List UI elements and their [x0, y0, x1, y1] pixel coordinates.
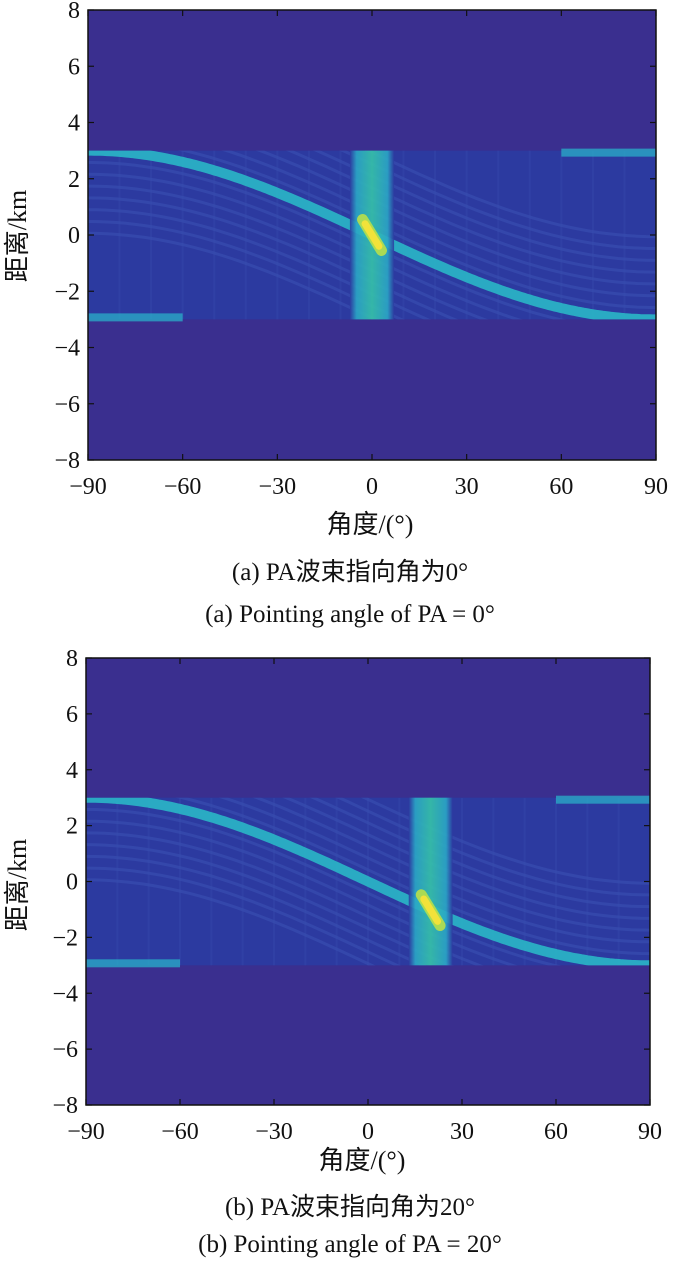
x-tick-label-a-6: 90 — [644, 474, 668, 500]
y-tick-label-a-7: −6 — [54, 392, 80, 418]
x-tick-label-b-3: 0 — [362, 1119, 374, 1145]
y-tick-label-b-2: 4 — [66, 758, 78, 784]
x-axis-label-b: 角度/(°) — [319, 1146, 406, 1175]
x-tick-label-a-2: −30 — [259, 474, 297, 500]
y-tick-label-b-3: 2 — [66, 814, 78, 840]
x-tick-label-b-1: −60 — [161, 1119, 199, 1145]
x-tick-label-b-6: 90 — [638, 1119, 662, 1145]
x-tick-label-b-2: −30 — [255, 1119, 293, 1145]
y-tick-label-a-2: 4 — [68, 111, 80, 137]
y-tick-label-b-0: 8 — [66, 646, 78, 672]
y-tick-label-b-4: 0 — [66, 870, 78, 896]
y-tick-label-a-1: 6 — [68, 54, 80, 80]
y-tick-label-a-6: −4 — [54, 336, 80, 362]
x-tick-label-b-5: 60 — [544, 1119, 568, 1145]
x-tick-label-a-3: 0 — [366, 474, 378, 500]
caption-cn-a: (a) PA波束指向角为0° — [231, 559, 469, 586]
heatmap-chart-b: −90 −60 −30 0 30 60 90 8 6 4 2 0 −2 −4 −6 −8 角度/(°) 距离/… — [3, 646, 662, 1175]
y-tick-label-b-7: −6 — [52, 1037, 78, 1063]
edge-trace-bottom-a — [88, 313, 183, 322]
y-tick-label-a-5: −2 — [54, 279, 80, 305]
edge-trace-top-a — [561, 148, 656, 157]
caption-en-a: (a) Pointing angle of PA = 0° — [205, 601, 495, 628]
y-tick-label-a-3: 2 — [68, 167, 80, 193]
axes-b: −90 −60 −30 0 30 60 90 8 6 4 2 0 −2 −4 −6 −8 — [52, 646, 662, 1145]
x-tick-label-b-4: 30 — [450, 1119, 474, 1145]
x-tick-label-a-1: −60 — [164, 474, 202, 500]
edge-trace-bottom-b — [86, 959, 180, 968]
y-tick-label-b-8: −8 — [52, 1093, 78, 1119]
plot-area-a — [88, 10, 656, 460]
caption-cn-b: (b) PA波束指向角为20° — [224, 1194, 476, 1221]
y-axis-label-b: 距离/km — [3, 839, 32, 931]
chart-panel-b: −90 −60 −30 0 30 60 90 8 6 4 2 0 −2 −4 −6 −8 角度/(°) 距离/… — [0, 637, 700, 1274]
pointing-beam-b — [408, 797, 453, 966]
y-tick-label-b-5: −2 — [52, 925, 78, 951]
x-tick-label-a-0: −90 — [69, 474, 107, 500]
y-axis-label-a: 距离/km — [3, 190, 32, 282]
axes-a: −90 −60 −30 0 30 60 90 8 6 4 2 0 −2 −4 −6 −8 — [54, 0, 668, 500]
main-ridge-b — [86, 797, 650, 966]
heatmap-chart-a: −90 −60 −30 0 30 60 90 8 6 4 2 0 −2 −4 −6 −8 角度/(°) 距离/… — [3, 0, 668, 539]
x-axis-label-a: 角度/(°) — [327, 510, 414, 539]
beam-peak-a — [357, 214, 387, 256]
beam-peak-b — [415, 889, 446, 932]
y-tick-label-b-1: 6 — [66, 702, 78, 728]
plot-area-b — [86, 658, 650, 1105]
chart-panel-a: −90 −60 −30 0 30 60 90 8 6 4 2 0 −2 −4 −6 −8 角度/(°) 距离/… — [3, 0, 668, 628]
caption-en-b: (b) Pointing angle of PA = 20° — [198, 1231, 502, 1258]
y-tick-label-a-8: −8 — [54, 448, 80, 474]
y-tick-label-a-4: 0 — [68, 223, 80, 249]
y-tick-label-b-6: −4 — [52, 981, 78, 1007]
x-tick-label-a-4: 30 — [455, 474, 479, 500]
edge-trace-top-b — [556, 795, 650, 804]
x-tick-label-b-0: −90 — [67, 1119, 105, 1145]
x-tick-label-a-5: 60 — [549, 474, 573, 500]
y-tick-label-a-0: 8 — [68, 0, 80, 24]
